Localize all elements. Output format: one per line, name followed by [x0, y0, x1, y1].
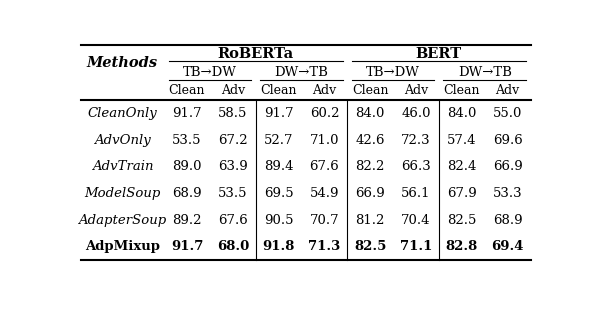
Text: AdpMixup: AdpMixup	[85, 240, 160, 253]
Text: 91.7: 91.7	[170, 240, 203, 253]
Text: Clean: Clean	[169, 85, 205, 97]
Text: Clean: Clean	[443, 85, 480, 97]
Text: 71.1: 71.1	[400, 240, 432, 253]
Text: 66.9: 66.9	[493, 160, 523, 173]
Text: DW→TB: DW→TB	[275, 66, 329, 79]
Text: 84.0: 84.0	[447, 107, 477, 120]
Text: 69.6: 69.6	[493, 134, 523, 147]
Text: 53.5: 53.5	[172, 134, 202, 147]
Text: 89.2: 89.2	[172, 214, 202, 227]
Text: 46.0: 46.0	[401, 107, 431, 120]
Text: 82.5: 82.5	[447, 214, 477, 227]
Text: AdvTrain: AdvTrain	[92, 160, 153, 173]
Text: 68.9: 68.9	[172, 187, 202, 200]
Text: 71.0: 71.0	[310, 134, 339, 147]
Text: 67.2: 67.2	[218, 134, 247, 147]
Text: 54.9: 54.9	[310, 187, 339, 200]
Text: 55.0: 55.0	[493, 107, 522, 120]
Text: 53.3: 53.3	[493, 187, 522, 200]
Text: 53.5: 53.5	[218, 187, 247, 200]
Text: 82.2: 82.2	[356, 160, 385, 173]
Text: Adv: Adv	[221, 85, 245, 97]
Text: 67.9: 67.9	[447, 187, 477, 200]
Text: 52.7: 52.7	[264, 134, 293, 147]
Text: Clean: Clean	[260, 85, 297, 97]
Text: 67.6: 67.6	[310, 160, 339, 173]
Text: 70.7: 70.7	[310, 214, 339, 227]
Text: 57.4: 57.4	[447, 134, 477, 147]
Text: ModelSoup: ModelSoup	[84, 187, 160, 200]
Text: 56.1: 56.1	[401, 187, 431, 200]
Text: BERT: BERT	[416, 47, 462, 61]
Text: 69.4: 69.4	[491, 240, 524, 253]
Text: 70.4: 70.4	[401, 214, 431, 227]
Text: AdapterSoup: AdapterSoup	[78, 214, 166, 227]
Text: 66.3: 66.3	[401, 160, 431, 173]
Text: 58.5: 58.5	[218, 107, 247, 120]
Text: 82.4: 82.4	[447, 160, 477, 173]
Text: Methods: Methods	[87, 56, 158, 70]
Text: 91.8: 91.8	[262, 240, 295, 253]
Text: 67.6: 67.6	[218, 214, 247, 227]
Text: 91.7: 91.7	[172, 107, 202, 120]
Text: 82.8: 82.8	[446, 240, 478, 253]
Text: 60.2: 60.2	[310, 107, 339, 120]
Text: 72.3: 72.3	[401, 134, 431, 147]
Text: 81.2: 81.2	[356, 214, 385, 227]
Text: 63.9: 63.9	[218, 160, 247, 173]
Text: 71.3: 71.3	[308, 240, 340, 253]
Text: 90.5: 90.5	[264, 214, 293, 227]
Text: AdvOnly: AdvOnly	[94, 134, 151, 147]
Text: 68.9: 68.9	[493, 214, 522, 227]
Text: 89.4: 89.4	[264, 160, 293, 173]
Text: 89.0: 89.0	[172, 160, 202, 173]
Text: CleanOnly: CleanOnly	[88, 107, 157, 120]
Text: TB→DW: TB→DW	[366, 66, 420, 79]
Text: Adv: Adv	[496, 85, 520, 97]
Text: Clean: Clean	[352, 85, 388, 97]
Text: 42.6: 42.6	[355, 134, 385, 147]
Text: 84.0: 84.0	[356, 107, 385, 120]
Text: 69.5: 69.5	[264, 187, 294, 200]
Text: Adv: Adv	[404, 85, 428, 97]
Text: 82.5: 82.5	[354, 240, 387, 253]
Text: 66.9: 66.9	[355, 187, 385, 200]
Text: 91.7: 91.7	[264, 107, 294, 120]
Text: Adv: Adv	[312, 85, 336, 97]
Text: TB→DW: TB→DW	[183, 66, 237, 79]
Text: DW→TB: DW→TB	[458, 66, 511, 79]
Text: RoBERTa: RoBERTa	[218, 47, 294, 61]
Text: 68.0: 68.0	[217, 240, 249, 253]
